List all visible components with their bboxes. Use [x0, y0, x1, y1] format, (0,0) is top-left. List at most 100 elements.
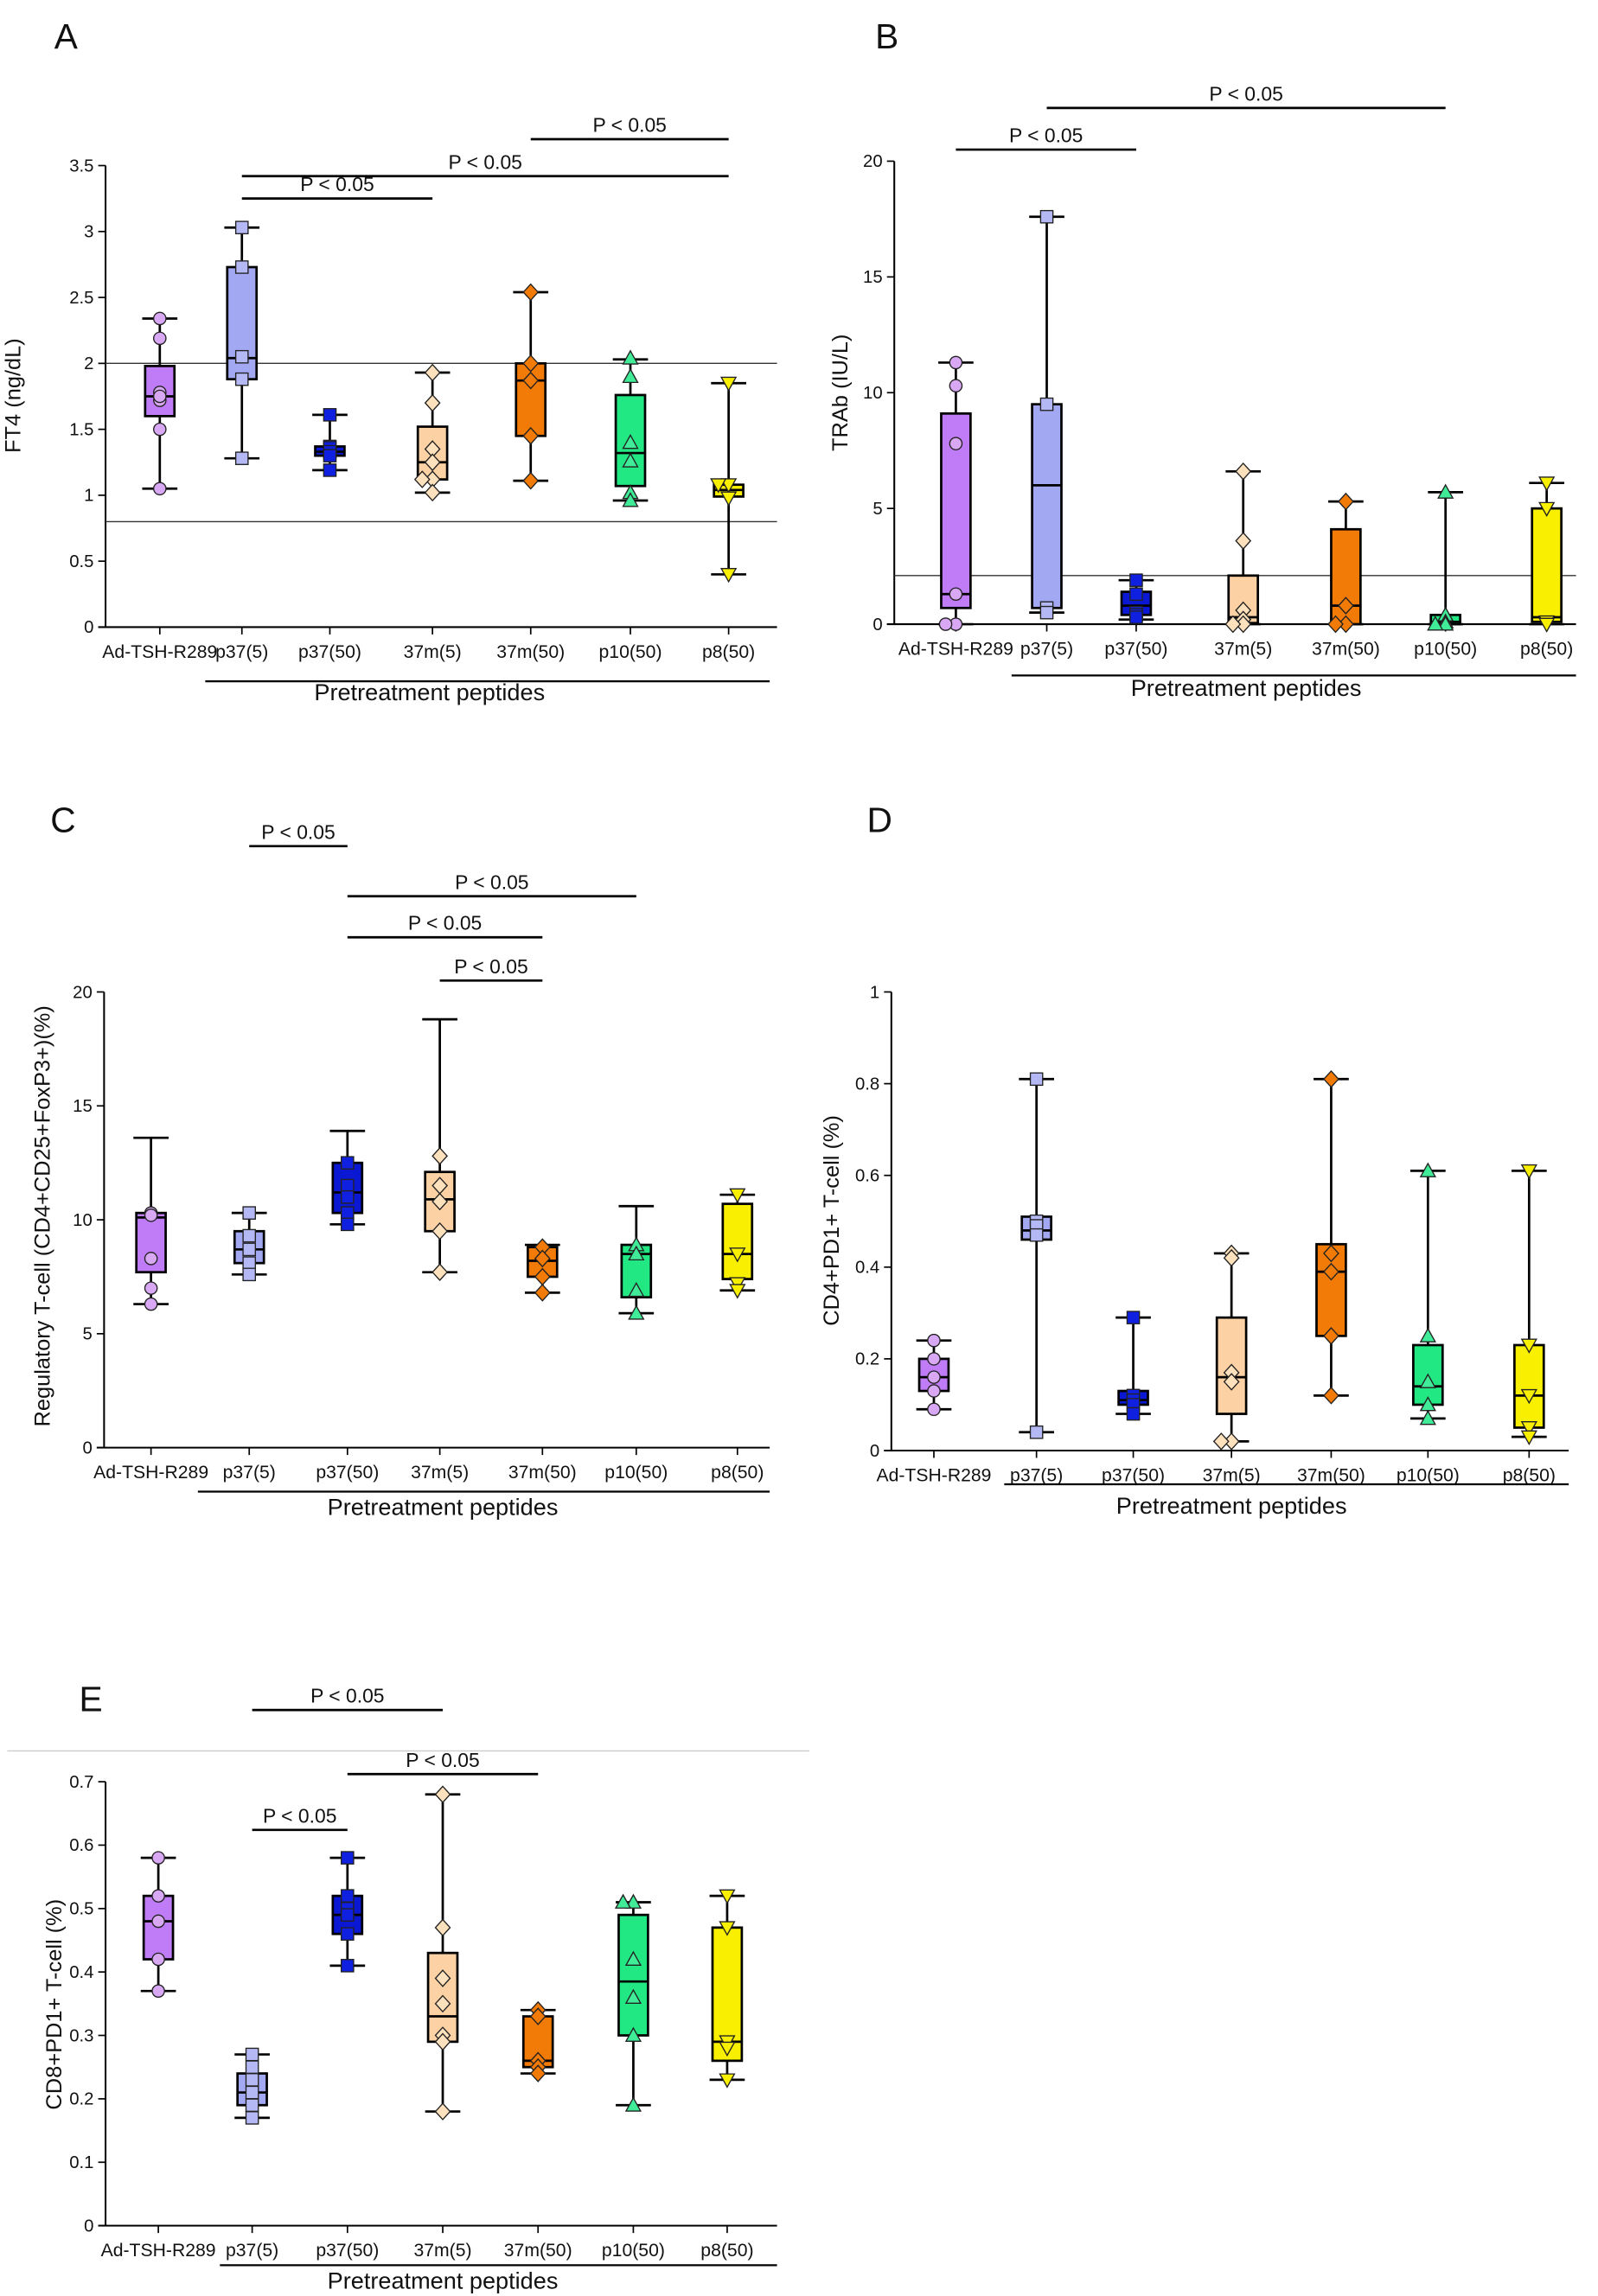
data-point [1323, 1262, 1339, 1281]
data-point [729, 1284, 746, 1299]
data-point [1419, 1162, 1436, 1177]
box-6 [612, 349, 649, 507]
x-axis-title: Pretreatment peptides [314, 679, 545, 705]
y-tick-label: 0.6 [855, 1166, 879, 1185]
data-point [144, 1208, 158, 1222]
significance-label: P < 0.05 [310, 1685, 384, 1707]
data-point [628, 1304, 645, 1320]
y-axis-title: FT4 (ng/dL) [2, 338, 26, 453]
data-point [341, 1908, 355, 1922]
x-axis-title: Pretreatment peptides [1116, 1492, 1347, 1519]
data-point [1437, 483, 1454, 499]
data-point [1235, 532, 1252, 550]
data-point [1337, 596, 1354, 615]
data-point [341, 1851, 355, 1865]
data-point [434, 1785, 451, 1804]
y-tick-label: 0.6 [69, 1836, 93, 1855]
data-point [151, 1984, 165, 1998]
data-point [1029, 1228, 1044, 1242]
data-point [522, 471, 540, 490]
box-2 [231, 1206, 267, 1282]
data-point [242, 1206, 257, 1220]
data-point [927, 1402, 941, 1417]
box-6 [1409, 1162, 1446, 1425]
y-tick-label: 0.8 [855, 1075, 879, 1094]
x-tick-label: p8(50) [711, 1463, 764, 1483]
y-tick-label: 15 [73, 1097, 93, 1116]
data-point [144, 1252, 158, 1266]
data-point [949, 587, 963, 602]
data-point [431, 1263, 449, 1282]
panel-c: C 0 5 10 15 20 Regulatory T-cell (CD4+CD25+Fox… [31, 800, 770, 1521]
data-point [323, 463, 337, 477]
box-5 [1327, 492, 1364, 634]
data-point [710, 478, 727, 494]
data-point [242, 1228, 257, 1243]
data-point [719, 567, 738, 584]
data-point [153, 482, 167, 496]
x-axis-title: Pretreatment peptides [328, 2267, 559, 2294]
data-point [622, 492, 639, 507]
y-tick-label: 0 [82, 1438, 92, 1457]
data-point [1538, 501, 1556, 518]
box-5 [1314, 1069, 1349, 1405]
data-point [624, 1988, 642, 2004]
y-tick-label: 0.7 [69, 1773, 93, 1792]
data-point [341, 1178, 355, 1193]
box-4 [1212, 1244, 1250, 1451]
data-point [245, 2047, 259, 2062]
significance-label: P < 0.05 [408, 912, 482, 934]
data-point [522, 371, 540, 390]
data-point [245, 2098, 259, 2113]
y-tick-label: 0 [873, 615, 882, 635]
x-tick-label: 37m(5) [413, 2241, 471, 2261]
data-point [424, 453, 441, 472]
x-tick-label: Ad-TSH-R289 [93, 1463, 208, 1483]
box-6 [1427, 483, 1464, 631]
y-tick-label: 1 [84, 487, 93, 506]
y-tick-label: 0 [84, 618, 93, 637]
y-tick-label: 0.1 [69, 2153, 93, 2172]
data-point [413, 470, 431, 488]
panel-b: B 0 5 10 15 20 TRAb (IU/L) Ad-TSH-R289 p37(5) p37… [828, 16, 1576, 701]
y-axis-title: Regulatory T-cell (CD4+CD25+FoxP3+)(%) [31, 1005, 55, 1426]
data-point [341, 1206, 355, 1220]
y-tick-label: 0.2 [69, 2090, 93, 2109]
data-point [1538, 617, 1556, 633]
x-tick-label: p37(5) [215, 642, 268, 662]
data-point [234, 260, 249, 274]
box-iqr [1531, 507, 1563, 623]
data-point [624, 1950, 642, 1966]
x-tick-label: p37(50) [316, 2241, 379, 2261]
data-point [245, 2111, 259, 2125]
box-iqr [721, 1202, 754, 1280]
data-point [234, 372, 249, 386]
box-5 [524, 1238, 560, 1302]
data-point [1520, 1430, 1537, 1445]
box-3 [329, 1851, 366, 1973]
data-point [522, 283, 540, 302]
data-point [1520, 1388, 1537, 1405]
x-tick-label: 37m(5) [404, 642, 462, 662]
data-point [234, 451, 249, 465]
data-point [341, 1217, 355, 1232]
box-1 [133, 1136, 169, 1311]
y-tick-label: 3 [84, 223, 93, 242]
panel-label: A [54, 16, 79, 56]
box-4 [425, 1785, 461, 2121]
box-iqr [1412, 1343, 1444, 1406]
data-point [424, 393, 441, 412]
x-tick-label: Ad-TSH-R289 [876, 1466, 991, 1486]
box-2 [1019, 1072, 1055, 1439]
data-point [628, 1245, 645, 1261]
y-tick-label: 0.2 [855, 1350, 879, 1369]
box-3 [1118, 573, 1154, 624]
box-6 [618, 1204, 655, 1320]
data-point [1323, 1244, 1339, 1263]
data-point [144, 1281, 158, 1295]
y-tick-label: 3.5 [69, 156, 93, 175]
data-point [927, 1384, 941, 1398]
y-tick-label: 20 [73, 983, 93, 1002]
